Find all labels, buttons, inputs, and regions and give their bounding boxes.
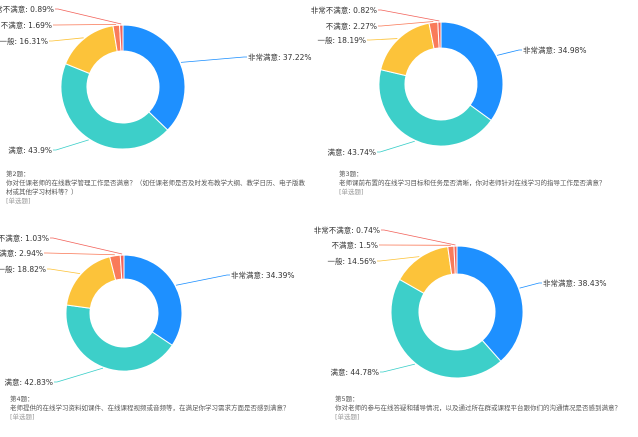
question-caption: 第4题： 老师提供的在线学习资料如课件、在线课程视频或音频等，在满足你学习需求方… xyxy=(10,395,306,422)
question-type: [单选题] xyxy=(335,413,360,421)
leader-line xyxy=(381,229,456,246)
question-number: 第5题： xyxy=(335,395,359,403)
chart-panel-q3: 非常满意: 34.98% 满意: 43.74% 一般: 18.19% 不满意: 2.2… xyxy=(311,0,638,218)
donut-chart: 非常满意: 37.22% 满意: 43.9% 一般: 16.31% 不满意: 1.69… xyxy=(0,4,312,155)
donut-slice xyxy=(60,63,169,150)
leader-line xyxy=(380,363,415,373)
donut-chart: 非常满意: 34.98% 满意: 43.74% 一般: 18.19% 不满意: 2.2… xyxy=(311,5,587,157)
leader-line xyxy=(377,140,415,153)
donut-slice xyxy=(123,254,183,346)
leader-line xyxy=(175,274,230,286)
leader-line xyxy=(497,49,522,56)
leader-line xyxy=(180,56,247,63)
slice-label: 一般: 18.19% xyxy=(317,35,366,45)
slice-label: 非常不满意: 1.03% xyxy=(0,233,49,243)
donut-slice xyxy=(453,245,458,275)
question-type: [单选题] xyxy=(339,188,364,196)
slice-label: 满意: 44.78% xyxy=(330,367,379,377)
question-caption: 第5题： 你对老师的参与在线答疑和辅导情况，以及通过所在群或课程平台跟你们的沟通… xyxy=(335,395,627,422)
slice-label: 不满意: 2.27% xyxy=(326,21,377,31)
question-number: 第3题： xyxy=(339,170,363,178)
leader-line xyxy=(53,23,117,26)
donut-chart: 非常满意: 38.43% 满意: 44.78% 一般: 14.56% 不满意: 1.5… xyxy=(314,225,607,379)
slice-label: 非常满意: 38.43% xyxy=(543,278,607,288)
donut-slice xyxy=(456,245,524,363)
donut-slice xyxy=(119,24,124,52)
question-caption: 第3题： 老师课前布置的在线学习目标和任务是否清晰，你对老师针对在线学习的指导工… xyxy=(339,170,629,197)
slice-label: 非常不满意: 0.89% xyxy=(0,4,54,14)
leader-line xyxy=(378,21,434,27)
slice-label: 一般: 18.82% xyxy=(0,264,46,274)
slice-label: 非常满意: 34.98% xyxy=(523,45,587,55)
leader-line xyxy=(50,237,123,255)
slice-label: 不满意: 1.69% xyxy=(1,20,52,30)
leader-line xyxy=(49,37,84,42)
donut-slice xyxy=(64,25,118,75)
question-type: [单选题] xyxy=(10,413,35,421)
leader-line xyxy=(44,252,115,256)
leader-line xyxy=(53,139,89,151)
question-type: [单选题] xyxy=(6,197,31,205)
leader-line xyxy=(367,38,398,41)
slice-label: 满意: 42.83% xyxy=(4,377,53,387)
slice-label: 非常满意: 34.39% xyxy=(231,270,295,280)
leader-line xyxy=(519,282,542,289)
question-number: 第2题： xyxy=(6,170,30,178)
slice-label: 满意: 43.9% xyxy=(8,145,52,155)
leader-line xyxy=(377,256,420,262)
donut-slice xyxy=(440,21,504,122)
donut-slice xyxy=(437,21,442,49)
donut-slice xyxy=(390,278,502,379)
slice-label: 不满意: 2.94% xyxy=(0,248,43,258)
slice-label: 不满意: 1.5% xyxy=(332,240,378,250)
donut-slice xyxy=(122,24,186,131)
slice-label: 非常满意: 37.22% xyxy=(248,52,312,62)
slice-label: 非常不满意: 0.74% xyxy=(314,225,380,235)
chart-panel-q2: 非常满意: 37.22% 满意: 43.9% 一般: 16.31% 不满意: 1.69… xyxy=(0,0,319,218)
slice-label: 非常不满意: 0.82% xyxy=(311,5,377,15)
question-text: 你对任课老师的在线教学管理工作是否满意？（如任课老师是否及时发布教学大纲、教学日… xyxy=(6,179,305,196)
donut-slice xyxy=(378,69,492,147)
question-text: 你对老师的参与在线答疑和辅导情况，以及通过所在群或课程平台跟你们的沟通情况是否感… xyxy=(335,404,621,412)
question-text: 老师提供的在线学习资料如课件、在线课程视频或音频等，在满足你学习需求方面是否感到… xyxy=(10,404,290,412)
leader-line xyxy=(378,9,440,22)
donut-chart: 非常满意: 34.39% 满意: 42.83% 一般: 18.82% 不满意: 2.9… xyxy=(0,233,295,387)
slice-label: 满意: 43.74% xyxy=(327,147,376,157)
slice-label: 一般: 16.31% xyxy=(0,36,48,46)
donut-slice xyxy=(380,22,435,77)
chart-panel-q5: 非常满意: 38.43% 满意: 44.78% 一般: 14.56% 不满意: 1.5… xyxy=(314,218,638,437)
chart-panel-q4: 非常满意: 34.39% 满意: 42.83% 一般: 18.82% 不满意: 2.9… xyxy=(0,218,319,437)
slice-label: 一般: 14.56% xyxy=(327,256,376,266)
leader-line xyxy=(54,367,104,383)
question-text: 老师课前布置的在线学习目标和任务是否清晰，你对老师针对在线学习的指导工作是否满意… xyxy=(339,179,606,187)
donut-slice xyxy=(119,254,125,280)
donut-slice xyxy=(65,256,117,309)
question-number: 第4题： xyxy=(10,395,34,403)
question-caption: 第2题： 你对任课老师的在线教学管理工作是否满意？（如任课老师是否及时发布教学大… xyxy=(6,170,306,206)
donut-slice xyxy=(65,304,173,372)
leader-line xyxy=(47,268,81,275)
leader-line xyxy=(55,8,122,25)
